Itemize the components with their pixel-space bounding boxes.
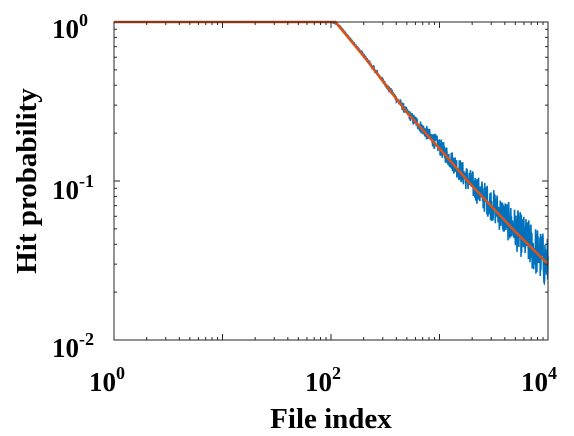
y-tick-label-2: 100 <box>52 10 88 44</box>
x-axis-label: File index <box>270 403 392 435</box>
series-1-line <box>114 20 549 266</box>
tick-layer <box>113 22 548 341</box>
x-tick-label-2: 104 <box>521 363 557 397</box>
x-tick-label-0: 100 <box>89 363 125 397</box>
plot-area <box>114 22 548 340</box>
x-tick-label-1: 102 <box>305 363 341 397</box>
y-tick-label-1: 10-1 <box>52 171 94 205</box>
y-tick-label-0: 10-2 <box>52 329 94 363</box>
y-axis-label: Hit probability <box>11 88 43 274</box>
